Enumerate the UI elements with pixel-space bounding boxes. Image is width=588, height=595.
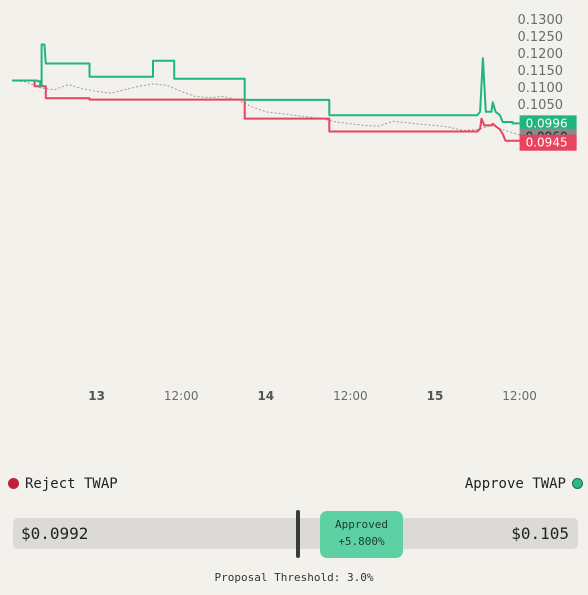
price-chart: 0.1300 0.1250 0.1200 0.1150 0.1100 0.1050 13 1… bbox=[11, 13, 577, 403]
y-tick-label: 0.1100 bbox=[518, 81, 564, 96]
approve-twap-legend: Approve TWAP bbox=[465, 476, 583, 492]
x-tick-label: 12:00 bbox=[164, 389, 199, 403]
x-tick-label: 13 bbox=[88, 389, 105, 403]
approved-percent: +5.800% bbox=[338, 535, 385, 548]
reject-dot-icon bbox=[8, 478, 19, 489]
end-value-label: 0.0945 bbox=[526, 136, 568, 150]
approved-status: Approved bbox=[335, 518, 388, 531]
approve-twap-label: Approve TWAP bbox=[464, 476, 566, 492]
end-value-tag bbox=[519, 115, 577, 132]
end-value-tag bbox=[519, 134, 577, 151]
approved-badge: Approved +5.800% bbox=[320, 511, 403, 558]
end-value-label: 0.0996 bbox=[526, 116, 568, 130]
threshold-marker bbox=[296, 510, 300, 558]
x-tick-label: 12:00 bbox=[333, 389, 368, 403]
reject-series-line bbox=[12, 79, 520, 142]
reject-twap-value: $0.0992 bbox=[21, 524, 89, 543]
y-tick-label: 0.1300 bbox=[518, 13, 564, 28]
reject-twap-legend: Reject TWAP bbox=[8, 476, 118, 492]
approve-series-line bbox=[12, 43, 520, 125]
spot-series-line bbox=[11, 80, 520, 136]
twap-range-bar: $0.0992 $0.105 bbox=[13, 518, 578, 549]
y-tick-label: 0.1150 bbox=[518, 64, 564, 79]
x-tick-label: 14 bbox=[257, 389, 274, 403]
y-tick-label: 0.1250 bbox=[518, 30, 564, 45]
x-tick-label: 15 bbox=[427, 389, 444, 403]
y-tick-label: 0.1200 bbox=[518, 47, 564, 62]
y-tick-label: 0.1050 bbox=[518, 98, 564, 113]
proposal-threshold: Proposal Threshold: 3.0% bbox=[214, 571, 374, 584]
x-tick-label: 12:00 bbox=[502, 389, 537, 403]
reject-twap-label: Reject TWAP bbox=[25, 476, 118, 492]
approve-dot-icon bbox=[572, 478, 583, 489]
approve-twap-value: $0.105 bbox=[511, 524, 569, 543]
